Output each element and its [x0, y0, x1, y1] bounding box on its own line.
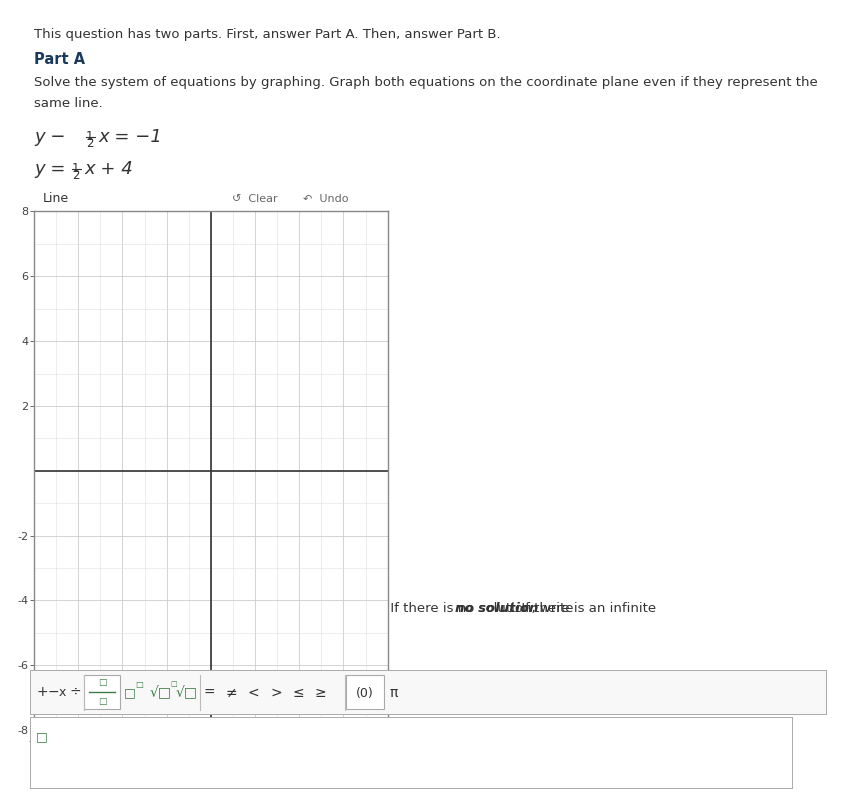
Text: y −: y − — [34, 128, 72, 146]
Text: no solution: no solution — [455, 602, 538, 615]
Text: □: □ — [98, 697, 106, 706]
Text: □: □ — [98, 678, 106, 687]
Text: 1: 1 — [86, 130, 94, 143]
Text: √□: √□ — [149, 686, 171, 700]
Text: □: □ — [36, 730, 48, 743]
Text: Part A: Part A — [34, 52, 85, 67]
Text: This question has two parts. First, answer Part A. Then, answer Part B.: This question has two parts. First, answ… — [34, 28, 501, 41]
Text: =: = — [204, 686, 215, 700]
Text: 2: 2 — [86, 136, 94, 150]
Text: <: < — [248, 686, 260, 700]
Text: □: □ — [135, 680, 143, 689]
Text: same line.: same line. — [34, 97, 103, 110]
Text: π: π — [390, 686, 398, 700]
Text: x = −1: x = −1 — [98, 128, 162, 146]
Text: ≤: ≤ — [292, 686, 304, 700]
Text: x + 4: x + 4 — [84, 160, 133, 178]
Text: −: − — [48, 685, 59, 699]
Text: (0): (0) — [356, 686, 374, 700]
Text: .: . — [312, 629, 315, 642]
Text: ʃ: ʃ — [814, 745, 820, 768]
Text: □: □ — [170, 681, 176, 687]
Text: □: □ — [124, 686, 135, 700]
Text: 2: 2 — [72, 168, 79, 182]
Text: ÷: ÷ — [70, 685, 81, 699]
Text: y =: y = — [34, 160, 72, 178]
Text: ≥: ≥ — [314, 686, 326, 700]
FancyBboxPatch shape — [84, 675, 120, 709]
Text: Line: Line — [43, 192, 69, 205]
Text: ↶  Undo: ↶ Undo — [302, 194, 348, 203]
Text: Part B: Part B — [34, 571, 85, 586]
Text: 1: 1 — [72, 162, 79, 175]
Text: +: + — [36, 685, 48, 699]
Text: number of solutions, write: number of solutions, write — [34, 629, 214, 642]
Text: ≠: ≠ — [226, 686, 237, 700]
Text: . If there is an infinite: . If there is an infinite — [513, 602, 656, 615]
Text: infinite number of solutions: infinite number of solutions — [163, 629, 371, 642]
Text: If there is one solution, express it as an ordered pair. If there is no solution: If there is one solution, express it as … — [34, 602, 578, 615]
Text: √□: √□ — [176, 686, 198, 700]
Text: Solve the system of equations by graphing. Graph both equations on the coordinat: Solve the system of equations by graphin… — [34, 76, 818, 89]
Text: >: > — [270, 686, 282, 700]
FancyBboxPatch shape — [346, 675, 384, 709]
Text: x: x — [59, 685, 66, 699]
Text: ↺  Clear: ↺ Clear — [232, 194, 278, 203]
